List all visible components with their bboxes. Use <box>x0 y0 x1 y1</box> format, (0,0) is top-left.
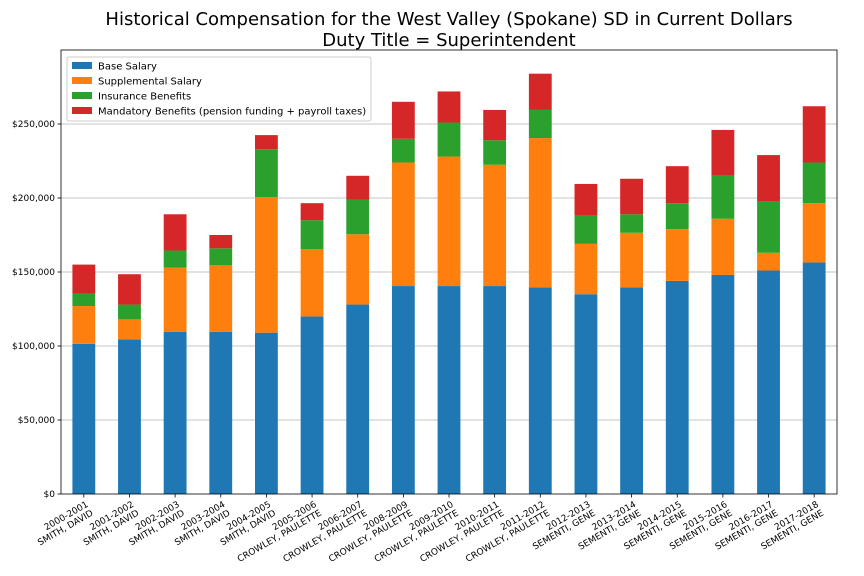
bar-segment <box>483 140 507 165</box>
bar-segment <box>711 175 735 219</box>
y-tick-label: $250,000 <box>12 120 55 130</box>
bar-segment <box>711 218 735 275</box>
bar-segment <box>346 304 370 494</box>
bar-segment <box>118 319 141 340</box>
bar-segment <box>300 203 324 221</box>
bar-segment <box>346 175 370 200</box>
bar-segment <box>802 106 826 163</box>
bar-segment <box>528 109 552 139</box>
y-tick-label: $50,000 <box>18 416 55 426</box>
legend-label: Supplemental Salary <box>98 77 202 88</box>
bar-segment <box>437 91 461 123</box>
bar-segment <box>72 293 96 307</box>
bar-segment <box>391 101 415 139</box>
bar-segment <box>163 214 187 251</box>
bar-segment <box>665 280 689 494</box>
legend-swatch <box>72 77 92 84</box>
bar-segment <box>437 286 461 494</box>
bar-segment <box>620 232 643 288</box>
bar-segment <box>665 229 689 281</box>
bar-segment <box>620 214 643 233</box>
bar-segment <box>483 164 507 287</box>
bar-segment <box>802 203 826 263</box>
bar-segment <box>209 265 233 332</box>
bar-segment <box>391 286 415 494</box>
chart-title: Historical Compensation for the West Val… <box>105 9 792 30</box>
bar-segment <box>72 343 96 494</box>
bar-segment <box>665 203 689 230</box>
bar-segment <box>391 138 415 163</box>
bar-segment <box>163 250 187 268</box>
legend-frame <box>66 56 372 122</box>
y-tick-label: $100,000 <box>12 342 55 352</box>
y-tick-label: $0 <box>44 490 56 500</box>
bar-segment <box>118 304 141 320</box>
bar-segment <box>528 138 552 288</box>
bar-segment <box>802 262 826 494</box>
bar-segment <box>209 248 233 266</box>
bar-segment <box>574 243 598 295</box>
bar-segment <box>391 162 415 287</box>
legend-label: Mandatory Benefits (pension funding + pa… <box>98 107 366 118</box>
bar-segment <box>483 109 507 141</box>
bar-segment <box>437 122 461 157</box>
bar-segment <box>483 286 507 494</box>
legend: Base Salary Supplemental Salary Insurance … <box>66 56 372 122</box>
bar-segment <box>209 235 233 249</box>
bar-segment <box>118 274 141 305</box>
bar-segment <box>528 287 552 494</box>
bar-segment <box>574 294 598 494</box>
legend-label: Insurance Benefits <box>98 92 191 103</box>
y-axis: $0 $50,000 $100,000 $150,000 $200,000 $250,00… <box>12 120 61 500</box>
bar-segment <box>757 252 780 271</box>
bar-segment <box>118 339 141 494</box>
bar-segment <box>757 201 780 253</box>
bar-segment <box>255 332 278 494</box>
legend-swatch <box>72 107 92 114</box>
bars <box>72 73 826 494</box>
bar-segment <box>163 267 187 332</box>
bar-segment <box>209 331 233 494</box>
bar-segment <box>620 287 643 494</box>
bar-segment <box>437 156 461 287</box>
bar-segment <box>665 166 689 204</box>
bar-segment <box>802 162 826 204</box>
chart-subtitle: Duty Title = Superintendent <box>322 30 575 51</box>
bar-segment <box>528 73 552 110</box>
bar-segment <box>300 249 324 317</box>
bar-segment <box>255 197 278 333</box>
legend-label: Base Salary <box>98 62 157 73</box>
bar-segment <box>255 135 278 150</box>
bar-segment <box>574 183 598 216</box>
legend-swatch <box>72 62 92 69</box>
bar-segment <box>72 264 96 294</box>
bar-segment <box>300 220 324 250</box>
y-tick-label: $150,000 <box>12 268 55 278</box>
bar-segment <box>711 129 735 176</box>
bar-segment <box>574 215 598 244</box>
bar-segment <box>300 316 324 494</box>
y-tick-label: $200,000 <box>12 194 55 204</box>
bar-segment <box>163 331 187 494</box>
legend-swatch <box>72 92 92 99</box>
bar-segment <box>346 234 370 305</box>
bar-segment <box>346 199 370 235</box>
bar-segment <box>757 155 780 202</box>
bar-segment <box>757 270 780 494</box>
bar-segment <box>620 178 643 215</box>
bar-segment <box>711 274 735 494</box>
bar-segment <box>255 149 278 198</box>
bar-segment <box>72 306 96 344</box>
